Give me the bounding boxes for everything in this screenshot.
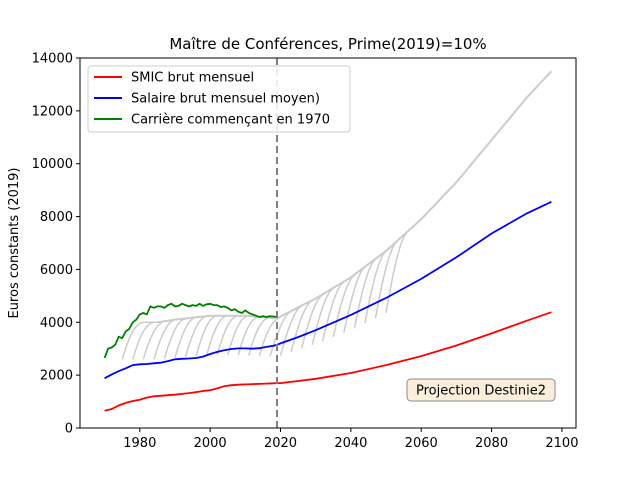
- annotation-text: Projection Destinie2: [416, 384, 546, 399]
- chart-title: Maître de Conférences, Prime(2019)=10%: [169, 35, 486, 53]
- legend: SMIC brut mensuel Salaire brut mensuel mo…: [87, 65, 351, 133]
- y-tick-label: 10000: [32, 157, 73, 172]
- grey-career-line: [290, 268, 362, 353]
- grey-career-curves: [121, 70, 553, 360]
- y-tick-label: 4000: [40, 316, 73, 331]
- series-line-1: [104, 200, 552, 380]
- legend-label: Salaire brut mensuel moyen): [131, 92, 320, 107]
- y-tick-label: 12000: [32, 104, 73, 119]
- grey-career-line: [311, 252, 383, 346]
- plot-frame: [79, 57, 577, 429]
- grey-envelope-line: [157, 70, 553, 324]
- grey-career-line: [353, 214, 426, 329]
- grey-career-line: [385, 181, 457, 314]
- y-tick-label: 0: [65, 422, 73, 437]
- grey-career-line: [174, 314, 246, 358]
- x-axis: 1980 2000 2020 2040 2060 2080 2100: [123, 428, 578, 451]
- grey-career-line: [248, 295, 320, 356]
- x-tick-label: 2040: [334, 436, 367, 451]
- annotation-box: [406, 378, 556, 402]
- legend-label: Carrière commençant en 1970: [131, 113, 330, 128]
- series-lines: [103, 200, 552, 412]
- x-tick-label: 2100: [545, 436, 578, 451]
- y-tick-label: 2000: [40, 369, 73, 384]
- legend-label: SMIC brut mensuel: [131, 71, 254, 86]
- grey-career-line: [332, 234, 405, 338]
- grey-career-line: [269, 283, 341, 357]
- y-tick-label: 8000: [40, 210, 73, 225]
- legend-box: [87, 65, 351, 133]
- y-axis: 0 2000 4000 6000 8000 10000 12000 14000: [32, 52, 80, 437]
- grey-career-line: [364, 203, 436, 324]
- series-line-2: [103, 302, 278, 359]
- x-tick-label: 2080: [475, 436, 508, 451]
- x-tick-label: 2060: [405, 436, 438, 451]
- grey-career-line: [279, 276, 352, 356]
- x-tick-label: 1980: [123, 436, 156, 451]
- projection-annotation: Projection Destinie2: [406, 378, 556, 402]
- y-tick-label: 14000: [32, 52, 73, 67]
- grey-career-line: [300, 260, 373, 349]
- grey-career-line: [374, 192, 447, 319]
- grey-career-line: [321, 244, 394, 342]
- y-axis-label: Euros constants (2019): [7, 167, 22, 318]
- series-line-0: [104, 311, 552, 412]
- x-tick-label: 2000: [194, 436, 227, 451]
- x-tick-label: 2020: [264, 436, 297, 451]
- y-tick-label: 6000: [40, 263, 73, 278]
- grey-career-line: [343, 225, 415, 333]
